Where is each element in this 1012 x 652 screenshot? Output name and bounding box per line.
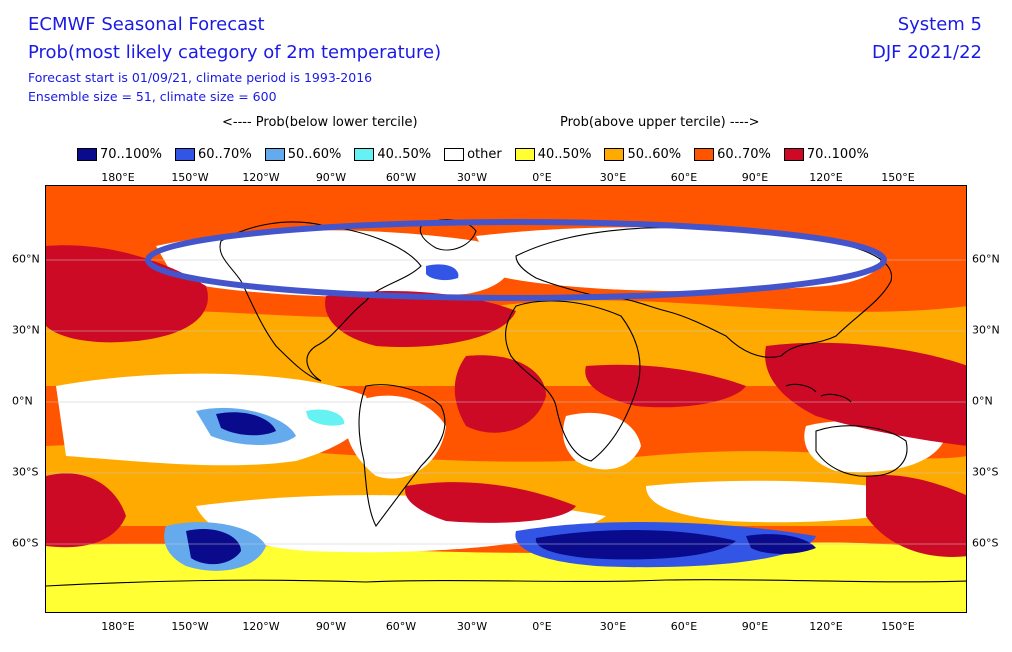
lat-tick-label: 60°N (972, 252, 1000, 266)
lat-tick-label: 30°S (12, 465, 39, 479)
legend-label: 70..100% (806, 147, 869, 162)
legend-item: 40..50% (354, 147, 431, 162)
lon-tick-label: 90°W (315, 171, 347, 184)
lon-tick-label: 120°E (809, 620, 843, 633)
legend-label: 40..50% (537, 147, 592, 162)
lon-axis-bottom: 180°E 150°W 120°W 90°W 60°W 30°W 0°E 30°E 60°E 90… (0, 620, 1012, 634)
lat-tick-label: 60°S (12, 536, 39, 550)
lat-tick-label: 60°N (12, 252, 40, 266)
legend-swatch (514, 148, 535, 161)
legend-label: 70..100% (100, 147, 162, 162)
lon-tick-label: 30°W (456, 620, 488, 633)
lon-tick-label: 30°W (456, 171, 488, 184)
legend-item: 60..70% (174, 147, 252, 162)
lon-tick-label: 60°E (670, 620, 698, 633)
map-subtitle: Prob(most likely category of 2m temperat… (28, 42, 442, 63)
legend-item: 40..50% (514, 147, 592, 162)
legend-label: 50..60% (287, 147, 342, 162)
legend-label: 50..60% (627, 147, 682, 162)
legend-item: other (444, 147, 502, 162)
legend-swatch (604, 148, 625, 161)
ensemble-size-text: Ensemble size = 51, climate size = 600 (28, 89, 277, 104)
legend-swatch (694, 148, 715, 161)
lat-tick-label: 30°N (972, 323, 1000, 337)
lon-tick-label: 180°E (101, 171, 135, 184)
lon-tick-label: 0°E (532, 171, 552, 184)
lon-tick-label: 150°W (171, 171, 209, 184)
legend-swatch (174, 148, 195, 161)
legend-above-label: Prob(above upper tercile) ----> (560, 115, 760, 130)
lat-tick-label: 30°N (12, 323, 40, 337)
legend-item: 70..100% (783, 147, 869, 162)
lon-tick-label: 60°E (670, 171, 698, 184)
lon-tick-label: 60°W (385, 171, 417, 184)
legend-swatch (444, 148, 465, 161)
lat-tick-label: 0°N (12, 394, 33, 408)
legend-label: 40..50% (377, 147, 432, 162)
lon-tick-label: 30°E (599, 620, 627, 633)
forecast-start-text: Forecast start is 01/09/21, climate peri… (28, 70, 373, 85)
lon-tick-label: 90°E (741, 620, 769, 633)
legend-swatch (783, 148, 804, 161)
legend-label: other (467, 147, 502, 162)
lat-tick-label: 0°N (972, 394, 993, 408)
lon-tick-label: 150°E (881, 171, 915, 184)
legend-below-label: <---- Prob(below lower tercile) (222, 115, 418, 130)
lon-tick-label: 120°W (242, 620, 280, 633)
legend-item: 50..60% (264, 147, 342, 162)
lat-tick-label: 60°S (972, 536, 999, 550)
lon-tick-label: 150°W (171, 620, 209, 633)
lon-tick-label: 90°W (315, 620, 347, 633)
forecast-map (45, 185, 967, 613)
legend-swatch (354, 148, 375, 161)
legend-label: 60..70% (717, 147, 771, 162)
lon-tick-label: 120°W (242, 171, 280, 184)
lon-tick-label: 150°E (881, 620, 915, 633)
lon-tick-label: 120°E (809, 171, 843, 184)
lon-axis-top: 180°E 150°W 120°W 90°W 60°W 30°W 0°E 30°E 60°E 90… (0, 171, 1012, 185)
system-label: System 5 (897, 14, 982, 35)
legend-item: 60..70% (694, 147, 771, 162)
legend-label: 60..70% (197, 147, 252, 162)
lon-tick-label: 90°E (741, 171, 769, 184)
lon-tick-label: 60°W (385, 620, 417, 633)
lat-tick-label: 30°S (972, 465, 999, 479)
lon-tick-label: 180°E (101, 620, 135, 633)
lon-tick-label: 30°E (599, 171, 627, 184)
legend-swatch (264, 148, 285, 161)
lon-tick-label: 0°E (532, 620, 552, 633)
legend-item: 70..100% (77, 147, 162, 162)
season-label: DJF 2021/22 (871, 42, 982, 63)
legend-item: 50..60% (604, 147, 681, 162)
legend-swatch (77, 148, 97, 161)
map-title: ECMWF Seasonal Forecast (28, 14, 265, 35)
legend: 70..100% 60..70% 50..60% 40..50% other 40..50… (77, 147, 882, 162)
